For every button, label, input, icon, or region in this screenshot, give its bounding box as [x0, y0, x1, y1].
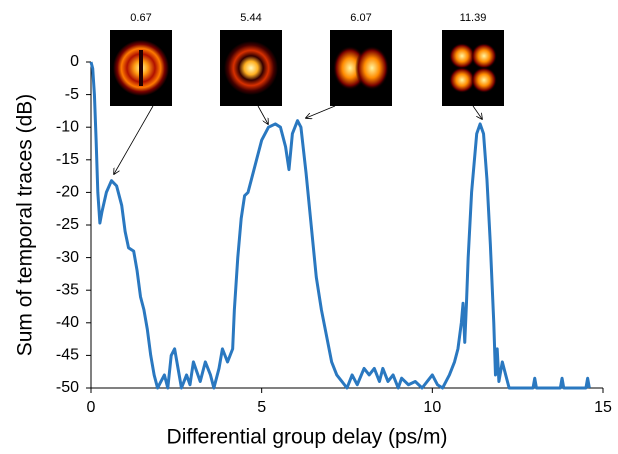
annotation: 0.67	[130, 12, 151, 24]
arrow	[114, 105, 154, 174]
y-tick-label: -25	[56, 216, 79, 233]
y-tick-label: -45	[56, 347, 79, 364]
y-tick-label: 0	[70, 53, 79, 70]
y-tick-label: -20	[56, 184, 79, 201]
mode-image	[471, 67, 497, 93]
arrow	[306, 105, 336, 118]
data-line	[89, 61, 591, 390]
mode-images	[110, 30, 504, 106]
annotation: 6.07	[350, 12, 371, 24]
y-tick-label: -30	[56, 249, 79, 266]
annotation: 5.44	[240, 12, 261, 24]
x-axis-title: Differential group delay (ps/m)	[167, 426, 448, 449]
mode-image	[355, 46, 389, 90]
y-tick-label: -50	[56, 379, 79, 396]
y-axis-title: Sum of temporal traces (dB)	[14, 94, 37, 357]
x-tick-label: 5	[257, 399, 266, 416]
arrows	[114, 105, 482, 174]
y-tick-label: -35	[56, 281, 79, 298]
mode-image	[139, 50, 143, 86]
mode-image	[449, 43, 475, 69]
x-tick-label: 15	[594, 399, 612, 416]
x-tick-label: 10	[423, 399, 441, 416]
mode-image	[442, 30, 504, 106]
x-tick-label: 0	[87, 399, 96, 416]
mode-image	[471, 43, 497, 69]
mode-image	[449, 67, 475, 93]
arrow	[472, 105, 482, 119]
y-tick-label: -40	[56, 314, 79, 331]
annotation: 11.39	[460, 12, 487, 24]
arrow	[257, 105, 268, 124]
y-tick-label: -10	[56, 118, 79, 135]
mode-image	[224, 41, 278, 95]
y-tick-label: -5	[65, 86, 79, 103]
y-tick-label: -15	[56, 151, 79, 168]
